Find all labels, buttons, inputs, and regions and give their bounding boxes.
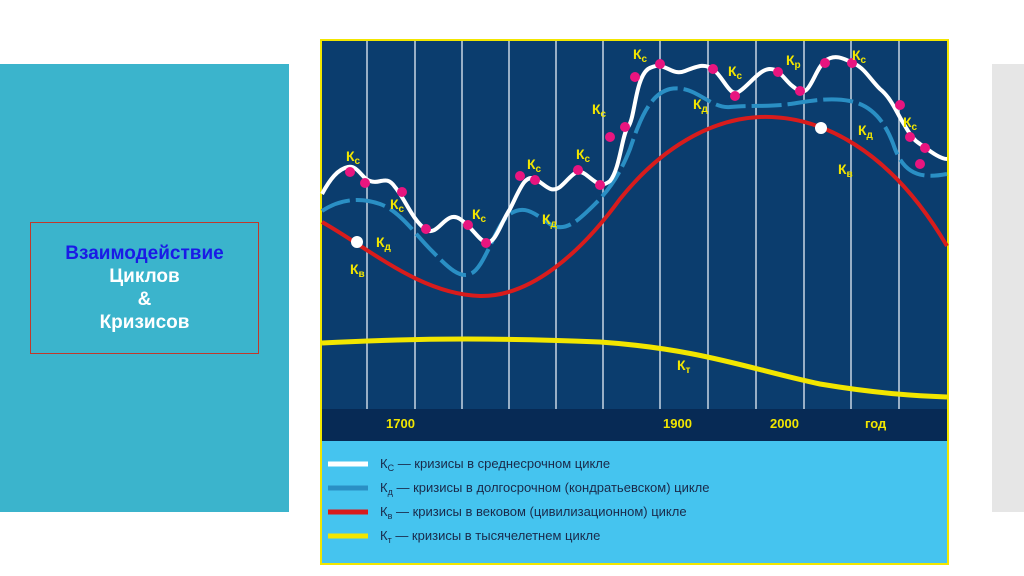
svg-text:Кр: Кр bbox=[786, 52, 801, 71]
medium-crisis-dots bbox=[345, 58, 930, 248]
svg-text:Кс: Кс bbox=[592, 101, 607, 120]
curve-labels: Кс Кс Кд Кв Кс Кс Кд Кс Кс Кс Кд Кс Кр К… bbox=[346, 46, 918, 376]
svg-text:Кв: Кв bbox=[838, 161, 853, 180]
legend-item-long: Кд — кризисы в долгосрочном (кондратьевс… bbox=[328, 480, 710, 497]
long-curve bbox=[320, 86, 948, 277]
svg-text:Кд: Кд bbox=[542, 211, 558, 230]
svg-text:Кс: Кс bbox=[576, 146, 591, 165]
legend-item-millennium: Кт — кризисы в тысячелетнем цикле bbox=[328, 528, 600, 545]
axis-label-2000: 2000 bbox=[770, 416, 799, 431]
axis-label-year: год bbox=[865, 416, 887, 431]
svg-text:Кд — кризисы в долгосрочном (к: Кд — кризисы в долгосрочном (кондратьевс… bbox=[380, 480, 710, 497]
svg-text:Кс: Кс bbox=[527, 156, 542, 175]
svg-text:Кс: Кс bbox=[903, 114, 918, 133]
svg-text:Кс: Кс bbox=[346, 148, 361, 167]
svg-text:Кд: Кд bbox=[376, 234, 392, 253]
right-accent-panel bbox=[992, 64, 1024, 512]
svg-text:Кс: Кс bbox=[852, 47, 867, 66]
svg-text:Кс: Кс bbox=[472, 206, 487, 225]
century-crisis-dot-2 bbox=[815, 122, 827, 134]
svg-text:Кс: Кс bbox=[390, 196, 405, 215]
slide-title-line2: Циклов bbox=[109, 266, 180, 287]
cycles-diagram: 1700 1900 2000 год bbox=[320, 39, 949, 565]
svg-text:Кт: Кт bbox=[677, 357, 691, 376]
svg-text:Кс: Кс bbox=[633, 46, 648, 65]
legend-box bbox=[322, 441, 947, 563]
svg-text:Кс: Кс bbox=[728, 63, 743, 82]
axis-band bbox=[322, 409, 947, 441]
svg-text:Кт — кризисы в тысячелетнем ци: Кт — кризисы в тысячелетнем цикле bbox=[380, 528, 600, 545]
svg-text:КС — кризисы в среднесрочном ц: КС — кризисы в среднесрочном цикле bbox=[380, 456, 610, 473]
axis-label-1700: 1700 bbox=[386, 416, 415, 431]
millennium-curve bbox=[321, 336, 948, 400]
svg-text:Кд: Кд bbox=[858, 122, 874, 141]
slide-title-box: Взаимодействие Циклов & Кризисов bbox=[30, 222, 259, 354]
century-crisis-dot-1 bbox=[351, 236, 363, 248]
svg-text:Кв — кризисы в вековом (цивили: Кв — кризисы в вековом (цивилизационном)… bbox=[380, 504, 687, 521]
slide-title-line1: Взаимодействие bbox=[65, 243, 224, 264]
axis-label-1900: 1900 bbox=[663, 416, 692, 431]
left-accent-panel bbox=[0, 64, 289, 512]
century-curve bbox=[321, 114, 949, 299]
legend-item-century: Кв — кризисы в вековом (цивилизационном)… bbox=[328, 504, 687, 521]
legend-item-medium: КС — кризисы в среднесрочном цикле bbox=[328, 456, 610, 473]
slide-title-line3: & bbox=[137, 289, 152, 310]
svg-text:Кв: Кв bbox=[350, 261, 365, 280]
slide-title-line4: Кризисов bbox=[99, 312, 190, 333]
svg-text:Кд: Кд bbox=[693, 96, 709, 115]
